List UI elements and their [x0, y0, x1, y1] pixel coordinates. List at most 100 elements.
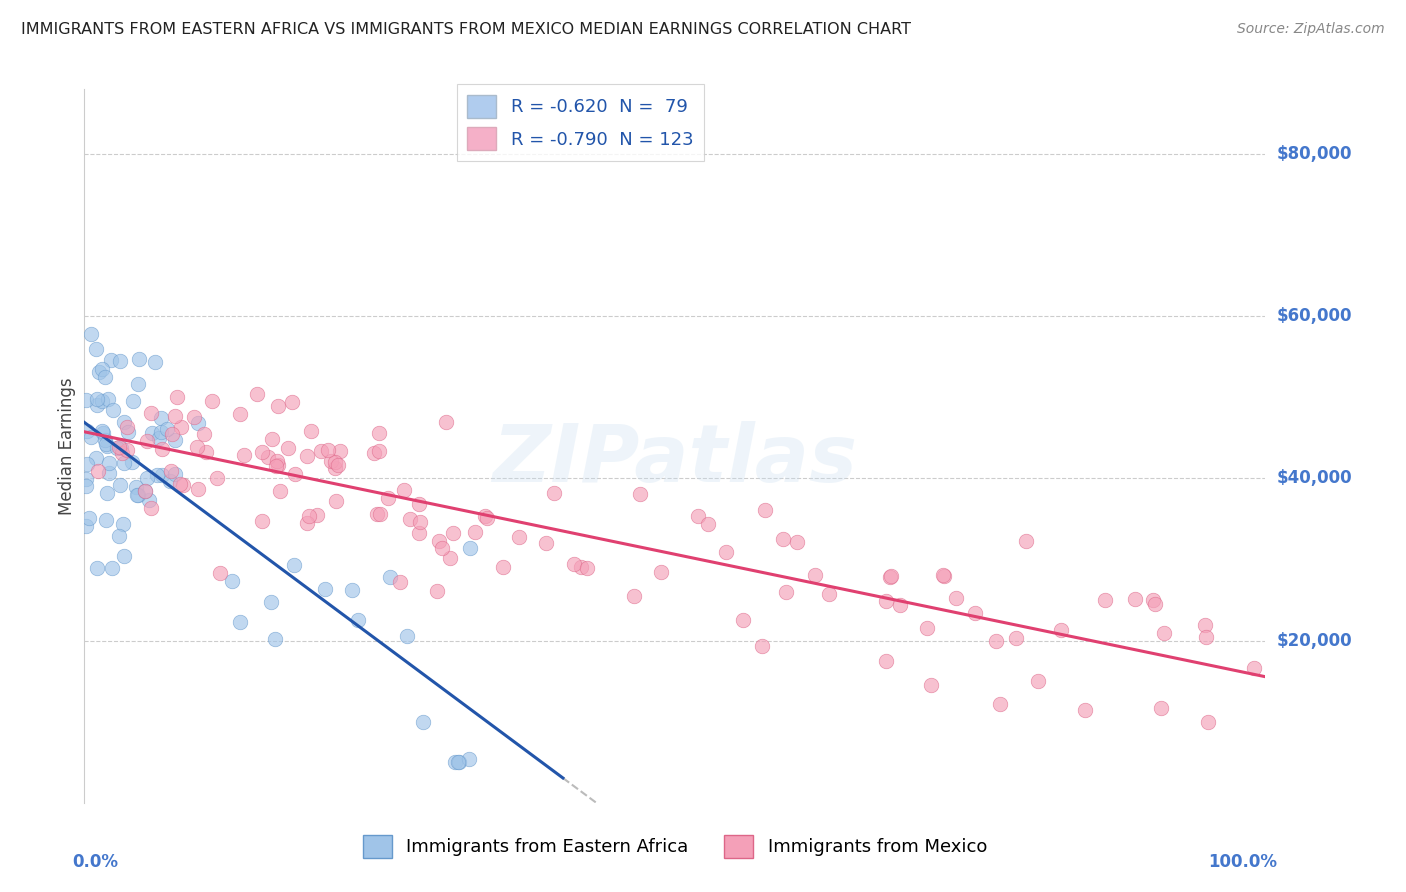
Point: [264, 632, 287, 646]
Point: [277, 441, 299, 455]
Point: [1015, 533, 1038, 548]
Point: [205, 471, 228, 485]
Point: [134, 484, 156, 499]
Point: [366, 507, 388, 521]
Point: [150, 442, 173, 457]
Point: [97, 466, 120, 480]
Point: [326, 458, 349, 472]
Point: [84, 342, 107, 356]
Point: [121, 393, 143, 408]
Point: [260, 595, 283, 609]
Point: [491, 560, 513, 574]
Point: [650, 566, 672, 580]
Point: [91, 425, 114, 439]
Point: [623, 589, 645, 603]
Point: [875, 594, 897, 608]
Point: [917, 621, 939, 635]
Y-axis label: Median Earnings: Median Earnings: [58, 377, 76, 515]
Point: [932, 568, 955, 582]
Point: [1243, 661, 1265, 675]
Point: [91, 362, 114, 376]
Point: [75, 478, 97, 492]
Point: [110, 442, 132, 456]
Point: [367, 426, 389, 441]
Point: [135, 434, 157, 449]
Legend: Immigrants from Eastern Africa, Immigrants from Mexico: Immigrants from Eastern Africa, Immigran…: [356, 828, 994, 865]
Point: [325, 493, 347, 508]
Point: [325, 460, 347, 475]
Point: [889, 599, 911, 613]
Point: [786, 535, 808, 549]
Point: [1153, 626, 1175, 640]
Text: 100.0%: 100.0%: [1208, 853, 1277, 871]
Text: ZIPatlas: ZIPatlas: [492, 421, 858, 500]
Point: [281, 395, 304, 409]
Point: [447, 756, 470, 770]
Point: [298, 508, 321, 523]
Point: [163, 433, 186, 447]
Point: [115, 442, 138, 457]
Point: [125, 480, 148, 494]
Point: [87, 464, 110, 478]
Point: [319, 454, 342, 468]
Point: [575, 560, 598, 574]
Point: [378, 570, 401, 584]
Point: [101, 403, 124, 417]
Point: [301, 425, 323, 439]
Point: [395, 629, 418, 643]
Point: [398, 512, 420, 526]
Point: [149, 425, 172, 439]
Point: [112, 549, 135, 564]
Point: [1026, 674, 1049, 689]
Point: [77, 511, 100, 525]
Point: [112, 456, 135, 470]
Point: [96, 437, 118, 451]
Point: [169, 477, 191, 491]
Point: [804, 567, 827, 582]
Point: [441, 525, 464, 540]
Point: [754, 503, 776, 517]
Point: [145, 468, 167, 483]
Point: [314, 582, 336, 596]
Point: [267, 458, 290, 472]
Point: [97, 392, 120, 407]
Point: [388, 575, 411, 590]
Point: [91, 394, 114, 409]
Point: [76, 424, 98, 438]
Point: [121, 455, 143, 469]
Point: [329, 443, 352, 458]
Point: [426, 584, 449, 599]
Point: [409, 515, 432, 529]
Point: [464, 525, 486, 540]
Point: [186, 440, 208, 454]
Point: [1144, 598, 1167, 612]
Point: [311, 444, 333, 458]
Point: [117, 425, 139, 439]
Point: [134, 484, 156, 499]
Point: [458, 752, 481, 766]
Point: [87, 365, 110, 379]
Text: $40,000: $40,000: [1277, 469, 1353, 487]
Point: [543, 486, 565, 500]
Point: [75, 392, 97, 407]
Point: [444, 756, 467, 770]
Point: [96, 439, 118, 453]
Point: [115, 420, 138, 434]
Point: [172, 478, 194, 492]
Point: [297, 516, 319, 530]
Point: [346, 613, 368, 627]
Text: Source: ZipAtlas.com: Source: ZipAtlas.com: [1237, 22, 1385, 37]
Point: [534, 536, 557, 550]
Point: [879, 570, 901, 584]
Point: [229, 407, 252, 421]
Point: [94, 513, 117, 527]
Point: [150, 468, 173, 483]
Point: [246, 387, 269, 401]
Point: [370, 507, 392, 521]
Point: [162, 426, 184, 441]
Point: [128, 351, 150, 366]
Text: $80,000: $80,000: [1277, 145, 1353, 163]
Point: [1094, 592, 1116, 607]
Point: [458, 541, 481, 556]
Text: 0.0%: 0.0%: [73, 853, 118, 871]
